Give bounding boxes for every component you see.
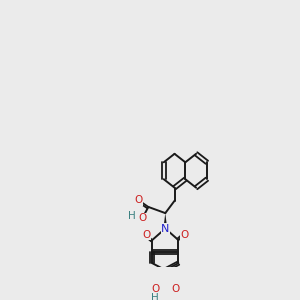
Text: N: N xyxy=(161,224,170,233)
Text: O: O xyxy=(138,214,146,224)
Text: H: H xyxy=(152,293,159,300)
Text: O: O xyxy=(171,284,179,294)
Text: O: O xyxy=(151,284,159,294)
Text: O: O xyxy=(142,230,150,240)
Text: O: O xyxy=(134,195,142,205)
Text: H: H xyxy=(128,211,136,221)
Polygon shape xyxy=(164,213,167,229)
Text: O: O xyxy=(180,230,189,240)
